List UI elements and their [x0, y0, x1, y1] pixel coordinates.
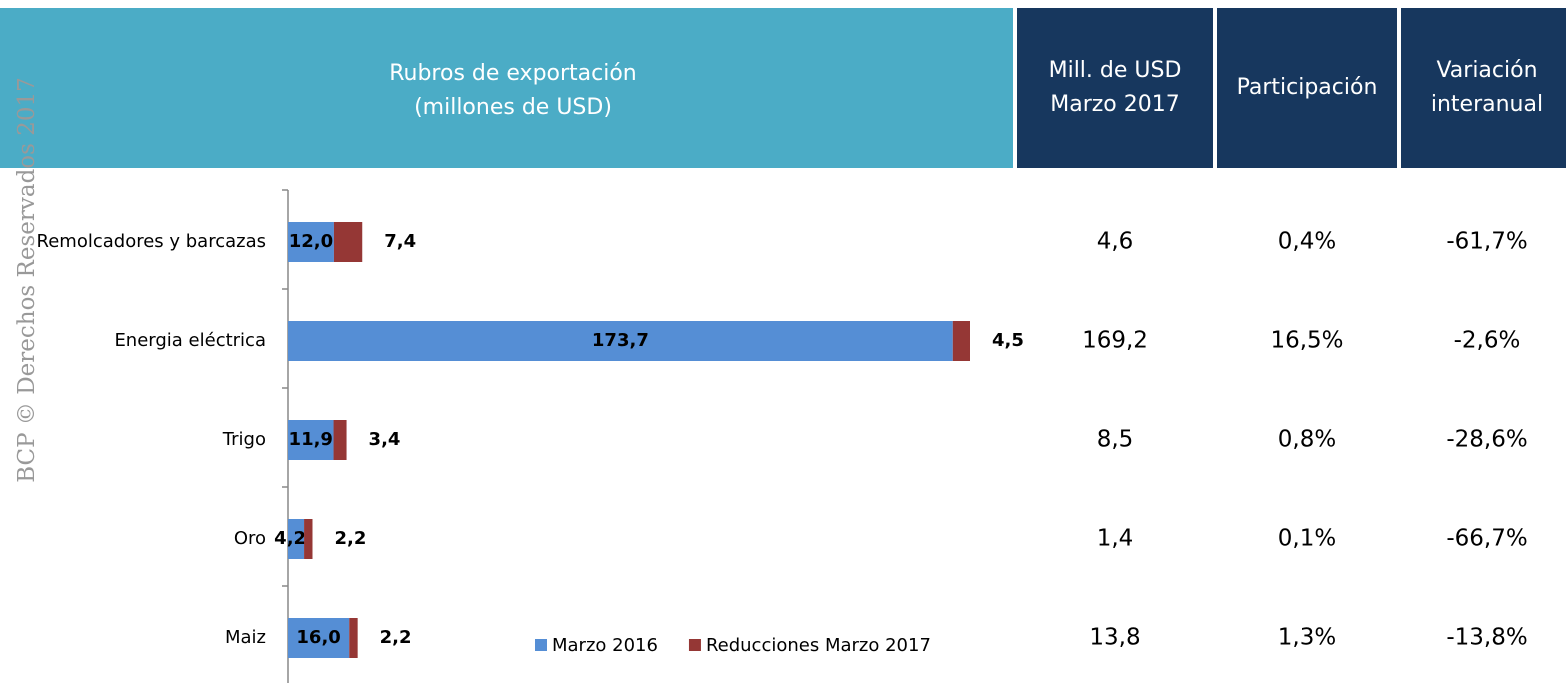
table-cell: 13,8 — [1089, 625, 1140, 651]
header-cell — [1217, 8, 1397, 168]
watermark: BCP © Derechos Reservados 2017 — [14, 77, 40, 483]
column-header: Variación — [1436, 58, 1537, 83]
table-cell: 16,5% — [1270, 328, 1343, 354]
value-label: 2,2 — [334, 528, 366, 549]
value-label: 12,0 — [289, 231, 333, 252]
legend-label: Reducciones Marzo 2017 — [706, 635, 931, 656]
table-cell: 0,8% — [1278, 427, 1336, 453]
value-label: 11,9 — [289, 429, 333, 450]
category-label: Trigo — [222, 429, 266, 450]
chart-subtitle: (millones de USD) — [414, 95, 612, 120]
table-cell: 8,5 — [1097, 427, 1134, 453]
table-cell: 0,4% — [1278, 229, 1336, 255]
legend-swatch — [688, 639, 701, 651]
bar — [333, 222, 363, 262]
bar — [288, 519, 305, 559]
column-header: interanual — [1431, 92, 1543, 117]
column-header: Mill. de USD — [1049, 58, 1182, 83]
value-label: 4,5 — [992, 330, 1024, 351]
table-cell: -13,8% — [1446, 625, 1527, 651]
category-label: Energia eléctrica — [114, 330, 266, 351]
bar — [333, 420, 347, 460]
value-label: 16,0 — [296, 627, 340, 648]
table-cell: -66,7% — [1446, 526, 1527, 552]
chart-title: Rubros de exportación — [389, 61, 637, 86]
bar — [952, 321, 970, 361]
value-label: 7,4 — [384, 231, 416, 252]
table-cell: 0,1% — [1278, 526, 1336, 552]
table-cell: 169,2 — [1082, 328, 1148, 354]
column-header: Participación — [1237, 75, 1378, 100]
category-label: Oro — [234, 528, 266, 549]
value-label: 173,7 — [592, 330, 649, 351]
bar — [304, 519, 313, 559]
bar — [288, 321, 953, 361]
value-label: 3,4 — [369, 429, 401, 450]
table-cell: 1,4 — [1097, 526, 1134, 552]
value-label: 2,2 — [380, 627, 412, 648]
header-band — [0, 8, 1013, 168]
bar — [288, 618, 350, 658]
header-cell — [1017, 8, 1213, 168]
bar — [288, 222, 334, 262]
bar — [288, 420, 334, 460]
bar — [349, 618, 358, 658]
table-cell: 1,3% — [1278, 625, 1336, 651]
table-cell: -28,6% — [1446, 427, 1527, 453]
table-cell: 4,6 — [1097, 229, 1134, 255]
category-label: Remolcadores y barcazas — [37, 231, 266, 252]
legend-swatch — [535, 639, 547, 651]
table-cell: -61,7% — [1446, 229, 1527, 255]
table-cell: -2,6% — [1454, 328, 1521, 354]
value-label: 4,2 — [274, 528, 306, 549]
legend-label: Marzo 2016 — [552, 635, 658, 656]
column-header: Marzo 2017 — [1050, 92, 1180, 117]
header-cell — [1401, 8, 1566, 168]
category-label: Maiz — [225, 627, 266, 648]
